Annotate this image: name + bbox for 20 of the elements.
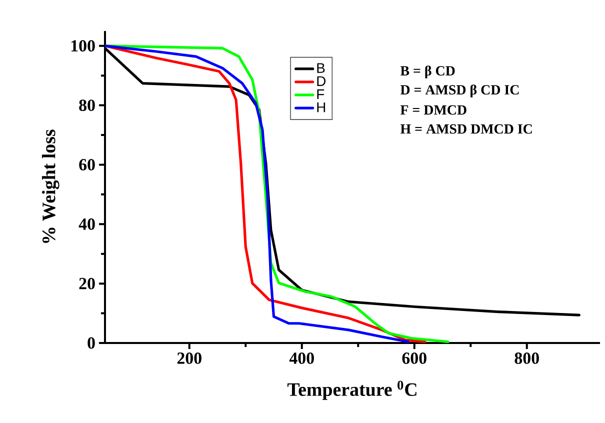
annotation: F = DMCD (400, 105, 466, 115)
y-tick-label: 0 (88, 337, 95, 349)
y-tick-label: 60 (79, 158, 95, 170)
legend-label: H (317, 102, 326, 112)
x-tick-label: 600 (402, 352, 426, 364)
y-tick-label: 100 (71, 40, 95, 52)
legend-label: B (317, 63, 325, 73)
y-axis-title: % Weight loss (42, 130, 60, 243)
x-tick-label: 200 (177, 352, 202, 364)
annotation: D = AMSD β CD IC (400, 84, 519, 98)
x-axis-title: Temperature $^{0}$C (287, 380, 416, 400)
y-tick-label: 80 (79, 100, 95, 112)
y-tick-label: 40 (78, 218, 95, 230)
y-tick-label: 20 (79, 278, 95, 290)
legend-label: D (317, 76, 326, 86)
x-tick-label: 800 (514, 352, 539, 364)
annotation: B = β CD (400, 66, 455, 78)
annotation: H = AMSD DMCD IC (400, 124, 532, 134)
x-tick-label: 400 (289, 352, 314, 364)
legend-label: F (317, 89, 324, 100)
